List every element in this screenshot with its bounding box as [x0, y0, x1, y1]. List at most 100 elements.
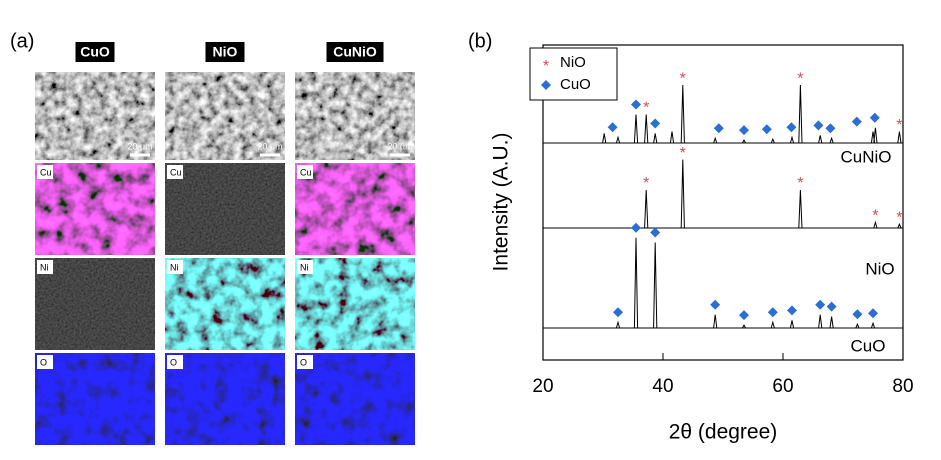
- peak: [644, 189, 649, 229]
- diamond-marker: [607, 122, 618, 133]
- asterisk-marker: *: [797, 175, 803, 192]
- column-title-bg: [205, 42, 245, 62]
- map-label-bg: [297, 260, 313, 274]
- peak: [829, 316, 834, 329]
- map-label: Cu: [300, 167, 312, 177]
- scale-label: 20 μm: [127, 141, 152, 151]
- diamond-marker: [541, 80, 551, 90]
- peak: [615, 320, 621, 329]
- asterisk-marker: *: [643, 100, 649, 117]
- map-label: O: [40, 357, 47, 367]
- diamond-marker: [713, 123, 724, 134]
- peak: [855, 322, 860, 329]
- map-label-bg: [167, 355, 183, 369]
- map-label: O: [170, 357, 177, 367]
- peak: [653, 133, 658, 144]
- peak: [680, 159, 685, 229]
- diamond-marker: [761, 124, 772, 135]
- pattern-label: CuO: [851, 336, 886, 355]
- pattern-label: CuNiO: [840, 147, 891, 166]
- peak: [633, 237, 639, 329]
- map-label: O: [300, 357, 307, 367]
- map-label: Cu: [170, 167, 182, 177]
- map-label-bg: [167, 165, 183, 179]
- panel-label: (b): [468, 30, 492, 52]
- peak: [633, 114, 639, 144]
- peak: [798, 189, 803, 229]
- eds-map: [165, 163, 285, 255]
- peak: [669, 131, 675, 144]
- eds-map: [295, 353, 415, 445]
- peak: [770, 320, 775, 329]
- x-axis-label: 2θ (degree): [669, 421, 778, 444]
- plot-frame: [542, 44, 904, 361]
- asterisk-marker: *: [896, 209, 902, 226]
- asterisk-marker: *: [543, 58, 549, 75]
- peak: [680, 85, 685, 144]
- diamond-marker: [650, 118, 661, 129]
- peak: [602, 133, 607, 144]
- asterisk-marker: *: [797, 70, 803, 87]
- diamond-marker: [739, 310, 749, 321]
- peak: [798, 85, 803, 144]
- map-label-bg: [37, 355, 53, 369]
- diamond-marker: [815, 299, 826, 310]
- scale-label: 20 μm: [257, 141, 282, 151]
- pattern-label: NiO: [865, 259, 894, 278]
- legend-box: [529, 47, 618, 101]
- peak: [897, 131, 902, 144]
- peak: [829, 136, 834, 144]
- diamond-marker: [852, 309, 863, 320]
- column-title: CuO: [80, 44, 110, 60]
- diamond-marker: [613, 307, 623, 318]
- x-tick-label: 20: [532, 376, 553, 397]
- map-label-bg: [167, 260, 183, 274]
- sem-image: [165, 72, 285, 160]
- eds-map: [295, 163, 415, 255]
- peak: [644, 114, 649, 144]
- peak: [713, 136, 718, 144]
- legend-label: CuO: [560, 76, 591, 93]
- map-label-bg: [297, 355, 313, 369]
- diamond-marker: [868, 308, 878, 319]
- eds-map: [35, 353, 155, 445]
- map-label-bg: [37, 260, 53, 274]
- diamond-marker: [650, 227, 661, 238]
- asterisk-marker: *: [643, 175, 649, 192]
- peak: [870, 321, 876, 329]
- map-label: Ni: [300, 262, 309, 272]
- eds-map: [35, 258, 155, 350]
- peak: [770, 137, 775, 144]
- eds-map: [165, 353, 285, 445]
- peak: [897, 222, 902, 229]
- peak: [873, 127, 878, 144]
- diamond-marker: [826, 301, 837, 312]
- diamond-marker: [825, 123, 836, 134]
- asterisk-marker: *: [680, 145, 686, 162]
- panel-b: (b) 2θ (degree) Intensity (A.U.) 20 40 60 8…: [468, 30, 914, 443]
- diamond-marker: [710, 299, 721, 310]
- map-label-bg: [37, 165, 53, 179]
- peak: [789, 135, 795, 144]
- eds-map: [165, 258, 285, 350]
- diamond-marker: [869, 112, 880, 123]
- peak: [818, 314, 823, 329]
- eds-map: [35, 163, 155, 255]
- diamond-marker: [739, 125, 749, 136]
- diamond-marker: [786, 122, 797, 133]
- map-label: Cu: [40, 167, 52, 177]
- asterisk-marker: *: [680, 70, 686, 87]
- diamond-marker: [767, 307, 778, 318]
- scale-label: 20 μm: [387, 141, 412, 151]
- x-tick-label: 80: [892, 376, 913, 397]
- diamond-marker: [813, 120, 824, 131]
- column-title-bg: [326, 42, 384, 62]
- map-label-bg: [297, 165, 313, 179]
- diamond-marker: [851, 116, 862, 127]
- peak: [789, 320, 795, 329]
- legend-label: NiO: [560, 54, 586, 71]
- peak: [713, 314, 718, 329]
- panel-label: (a): [10, 30, 34, 52]
